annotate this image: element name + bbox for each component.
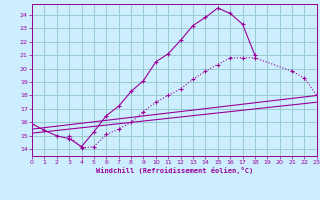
X-axis label: Windchill (Refroidissement éolien,°C): Windchill (Refroidissement éolien,°C) [96,167,253,174]
